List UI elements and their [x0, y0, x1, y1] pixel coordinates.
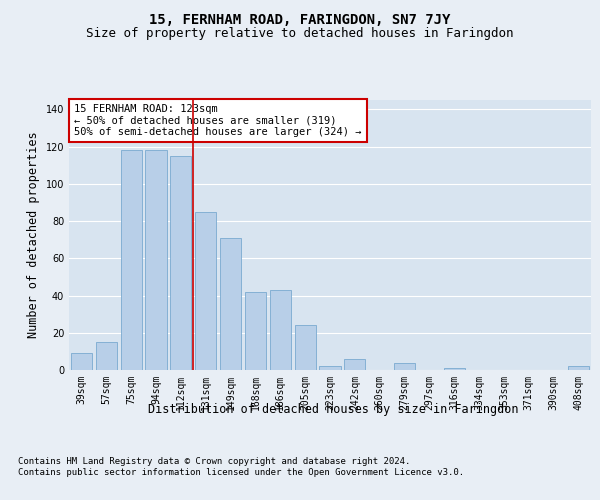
Bar [220, 238, 241, 370]
Bar [71, 353, 92, 370]
Text: 15 FERNHAM ROAD: 123sqm
← 50% of detached houses are smaller (319)
50% of semi-d: 15 FERNHAM ROAD: 123sqm ← 50% of detache… [74, 104, 362, 137]
Bar [568, 366, 589, 370]
Bar [344, 359, 365, 370]
Bar [394, 362, 415, 370]
Bar [170, 156, 191, 370]
Text: 15, FERNHAM ROAD, FARINGDON, SN7 7JY: 15, FERNHAM ROAD, FARINGDON, SN7 7JY [149, 12, 451, 26]
Bar [295, 326, 316, 370]
Bar [245, 292, 266, 370]
Text: Contains HM Land Registry data © Crown copyright and database right 2024.
Contai: Contains HM Land Registry data © Crown c… [18, 458, 464, 477]
Bar [121, 150, 142, 370]
Bar [195, 212, 216, 370]
Bar [145, 150, 167, 370]
Bar [270, 290, 291, 370]
Text: Distribution of detached houses by size in Faringdon: Distribution of detached houses by size … [148, 402, 518, 415]
Bar [444, 368, 465, 370]
Y-axis label: Number of detached properties: Number of detached properties [27, 132, 40, 338]
Bar [96, 342, 117, 370]
Bar [319, 366, 341, 370]
Text: Size of property relative to detached houses in Faringdon: Size of property relative to detached ho… [86, 28, 514, 40]
